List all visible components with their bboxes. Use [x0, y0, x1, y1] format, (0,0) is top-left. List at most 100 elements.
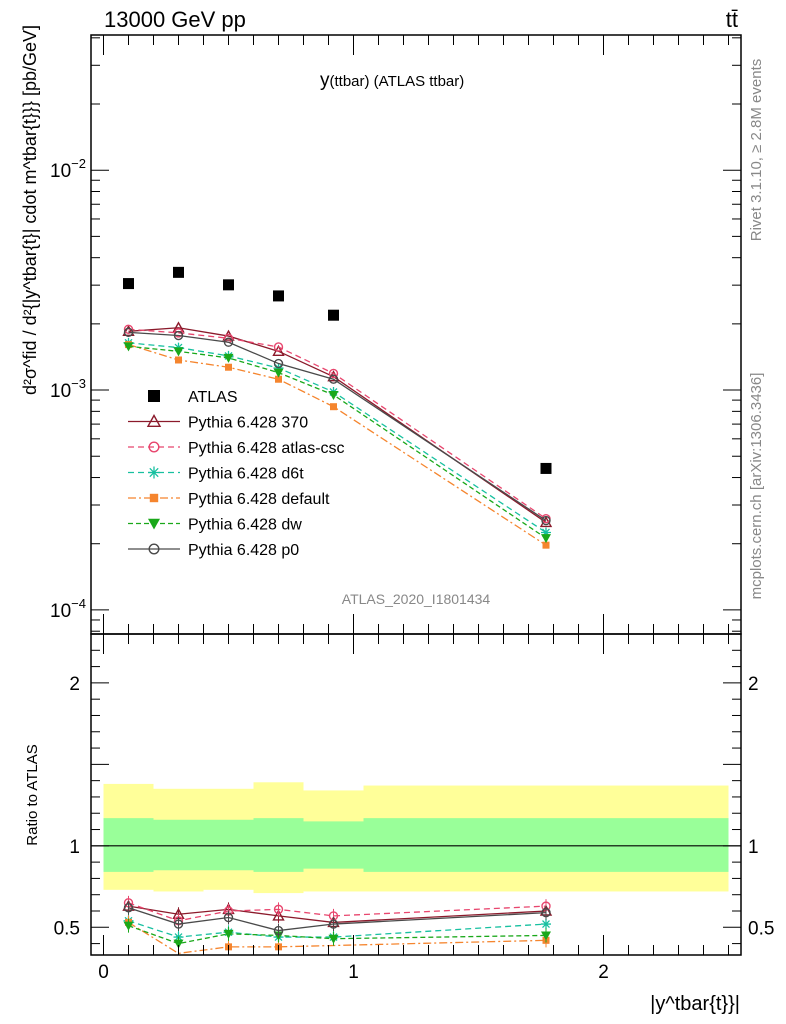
main-y-tick-mantissa: 10 — [50, 381, 71, 402]
legend-entry: Pythia 6.428 atlas-csc — [128, 440, 345, 457]
series-point — [123, 324, 134, 334]
series-point — [122, 324, 135, 337]
series-point — [123, 342, 134, 352]
series-ratio-point — [123, 903, 134, 913]
atlas-data-point — [273, 290, 284, 302]
series-point — [542, 541, 550, 549]
atlas-data-point — [540, 462, 552, 474]
series-point — [541, 515, 551, 526]
main-y-tick-label: 10−3 — [50, 376, 86, 402]
series-5 — [123, 327, 551, 938]
legend-marker — [146, 414, 162, 427]
series-point — [173, 330, 184, 341]
legend-marker — [148, 441, 160, 453]
series-ratio-point — [328, 934, 339, 944]
ratio-band-green — [363, 818, 729, 872]
series-point — [328, 374, 339, 384]
main-y-tick-mantissa: 10 — [50, 601, 71, 622]
energy-label: 13000 GeV pp — [104, 7, 246, 32]
series-point — [273, 358, 284, 369]
plot-title-sub: (ttbar) — [330, 73, 370, 90]
series-ratio-point — [173, 919, 184, 929]
series-1 — [123, 324, 551, 928]
series-point — [541, 534, 551, 544]
ratio-uncertainty-bands — [103, 782, 729, 894]
legend-marker — [148, 466, 160, 479]
plot-title-rest: (ATLAS ttbar) — [370, 73, 465, 90]
series-point — [328, 368, 339, 379]
series-line-ratio — [128, 905, 547, 924]
legend-marker — [149, 493, 159, 503]
legend-label: Pythia 6.428 p0 — [188, 542, 299, 559]
main-y-axis-label: d²σ^fid / d²{|y^tbar{t}| cdot m^tbar{t}}… — [20, 25, 40, 395]
series-ratio-point — [223, 912, 234, 923]
plot-title: y(ttbar) (ATLAS ttbar) — [320, 70, 464, 91]
legend-label: Pythia 6.428 atlas-csc — [188, 440, 345, 457]
series-ratio-point — [273, 904, 284, 915]
atlas-data-point — [173, 266, 184, 278]
rivet-label: Rivet 3.1.10, ≥ 2.8M events — [748, 59, 765, 242]
x-tick-label: 0 — [98, 962, 109, 983]
ratio-band-green — [203, 819, 254, 871]
series-point — [330, 403, 337, 411]
series-layer — [122, 321, 553, 955]
series-ratio-point — [123, 921, 134, 931]
legend-marker — [148, 543, 160, 555]
ratio-y-tick-label-left: 2 — [69, 674, 80, 695]
ratio-y-tick-label-left: 1 — [69, 837, 80, 858]
series-ratio-point — [328, 919, 339, 929]
series-line-main — [128, 328, 547, 520]
main-y-tick-label: 10−4 — [50, 596, 86, 622]
series-line-main — [128, 327, 547, 523]
series-line-ratio — [128, 907, 547, 932]
series-point — [541, 527, 551, 538]
series-line-main — [128, 345, 547, 539]
legend-entry: Pythia 6.428 d6t — [128, 466, 304, 483]
ratio-y-tick-label-right: 2 — [748, 674, 759, 695]
process-label: tt̄ — [726, 7, 738, 32]
ratio-y-axis-label: Ratio to ATLAS — [24, 744, 41, 845]
series-line-ratio — [128, 925, 547, 945]
axis-tick-labels: 10−210−310−40.5 0.51 12 20 1 2 — [50, 156, 774, 983]
analysis-id: ATLAS_2020_I1801434 — [342, 591, 491, 607]
legend-label: ATLAS — [188, 389, 238, 406]
legend-entry: Pythia 6.428 370 — [128, 414, 308, 432]
series-point — [328, 390, 339, 400]
ratio-band-green — [253, 818, 304, 872]
series-line-main — [128, 343, 547, 546]
ratio-band-green — [103, 818, 154, 872]
legend-entry: Pythia 6.428 p0 — [128, 542, 299, 559]
series-line-main — [128, 331, 547, 522]
series-point — [273, 342, 284, 352]
series-point — [173, 328, 184, 338]
ratio-panel-frame — [90, 633, 742, 956]
atlas-data-point — [223, 279, 234, 291]
legend-entry: ATLAS — [148, 389, 238, 406]
ratio-band-green — [303, 821, 364, 869]
legend-label: Pythia 6.428 dw — [188, 517, 302, 534]
series-ratio-point — [272, 909, 285, 921]
legend-marker — [148, 390, 160, 402]
main-y-tick-mantissa: 10 — [50, 161, 71, 182]
atlas-data-point — [328, 309, 339, 321]
series-point — [173, 347, 184, 357]
legend-label: Pythia 6.428 370 — [188, 415, 308, 432]
legend-label: Pythia 6.428 d6t — [188, 466, 304, 483]
legend-entry: Pythia 6.428 default — [128, 491, 330, 508]
series-point — [175, 356, 182, 364]
mcplots-label: mcplots.cern.ch [arXiv:1306.3436] — [748, 373, 765, 600]
series-point — [225, 363, 232, 371]
series-line-ratio — [128, 921, 547, 955]
ratio-band-green — [153, 819, 204, 871]
series-point — [275, 375, 282, 383]
atlas-data-layer — [123, 266, 552, 474]
series-point — [223, 337, 234, 347]
series-ratio-point — [541, 931, 551, 941]
x-tick-label: 1 — [348, 962, 359, 983]
main-y-tick-label: 10−2 — [50, 156, 86, 182]
legend-label: Pythia 6.428 default — [188, 491, 330, 508]
ratio-y-tick-label-left: 0.5 — [54, 918, 80, 939]
series-4 — [123, 342, 551, 951]
legend-entry: Pythia 6.428 dw — [128, 517, 302, 534]
